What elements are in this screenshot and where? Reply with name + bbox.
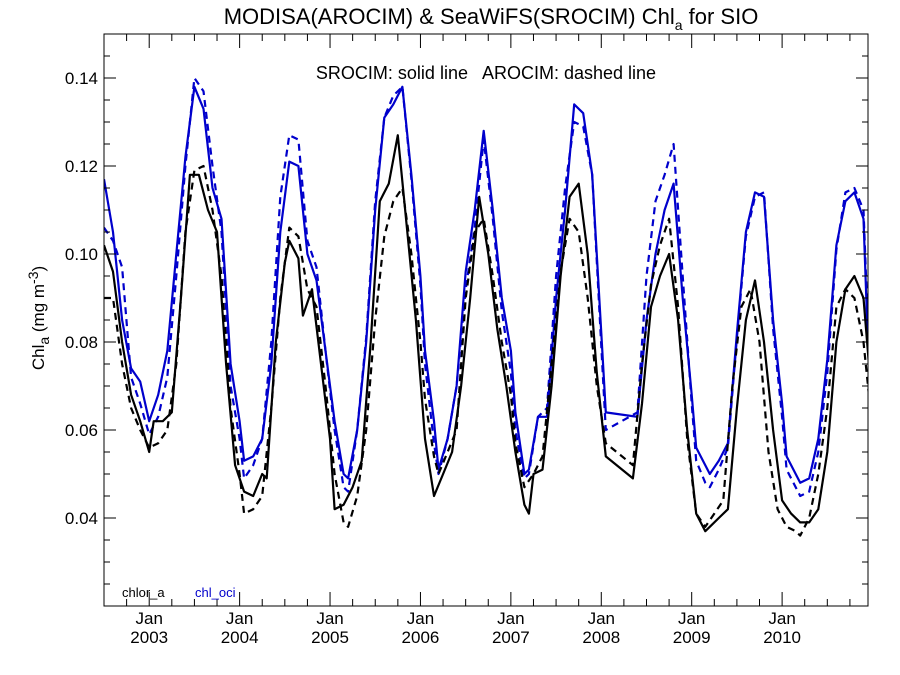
x-tick-month: Jan (226, 609, 253, 628)
x-tick-year: 2010 (763, 628, 801, 647)
x-axis: Jan2003Jan2004Jan2005Jan2006Jan2007Jan20… (103, 34, 851, 647)
y-tick-label: 0.10 (65, 245, 98, 264)
y-tick-label: 0.14 (65, 69, 98, 88)
x-tick-month: Jan (588, 609, 615, 628)
x-tick-month: Jan (407, 609, 434, 628)
plot-frame (103, 33, 869, 607)
x-tick-year: 2009 (673, 628, 711, 647)
x-tick-year: 2007 (492, 628, 530, 647)
chl-oci-srocim-line (104, 85, 868, 484)
y-tick-label: 0.12 (65, 157, 98, 176)
x-tick-year: 2004 (221, 628, 259, 647)
x-tick-year: 2006 (402, 628, 440, 647)
x-tick-month: Jan (316, 609, 343, 628)
y-tick-label: 0.06 (65, 421, 98, 440)
y-tick-label: 0.04 (65, 509, 98, 528)
y-tick-label: 0.08 (65, 333, 98, 352)
x-tick-year: 2005 (311, 628, 349, 647)
legend-chl-oci: chl_oci (195, 585, 236, 600)
x-tick-month: Jan (768, 609, 795, 628)
x-tick-year: 2008 (582, 628, 620, 647)
chlor-a-arocim-line (104, 164, 868, 537)
chart-title: MODISA(AROCIM) & SeaWiFS(SROCIM) Chla fo… (224, 4, 759, 33)
y-axis-label: Chla (mg m-3) (25, 266, 52, 370)
x-tick-month: Jan (678, 609, 705, 628)
series-layer (104, 76, 868, 537)
line-style-annotation: SROCIM: solid line AROCIM: dashed line (316, 63, 656, 83)
chlor-a-srocim-line (104, 134, 868, 533)
legend-chlor-a: chlor_a (122, 585, 165, 600)
x-tick-year: 2003 (130, 628, 168, 647)
x-tick-month: Jan (497, 609, 524, 628)
x-tick-month: Jan (135, 609, 162, 628)
y-axis: 0.04 0.06 0.08 0.10 0.12 0.14 (65, 55, 868, 585)
